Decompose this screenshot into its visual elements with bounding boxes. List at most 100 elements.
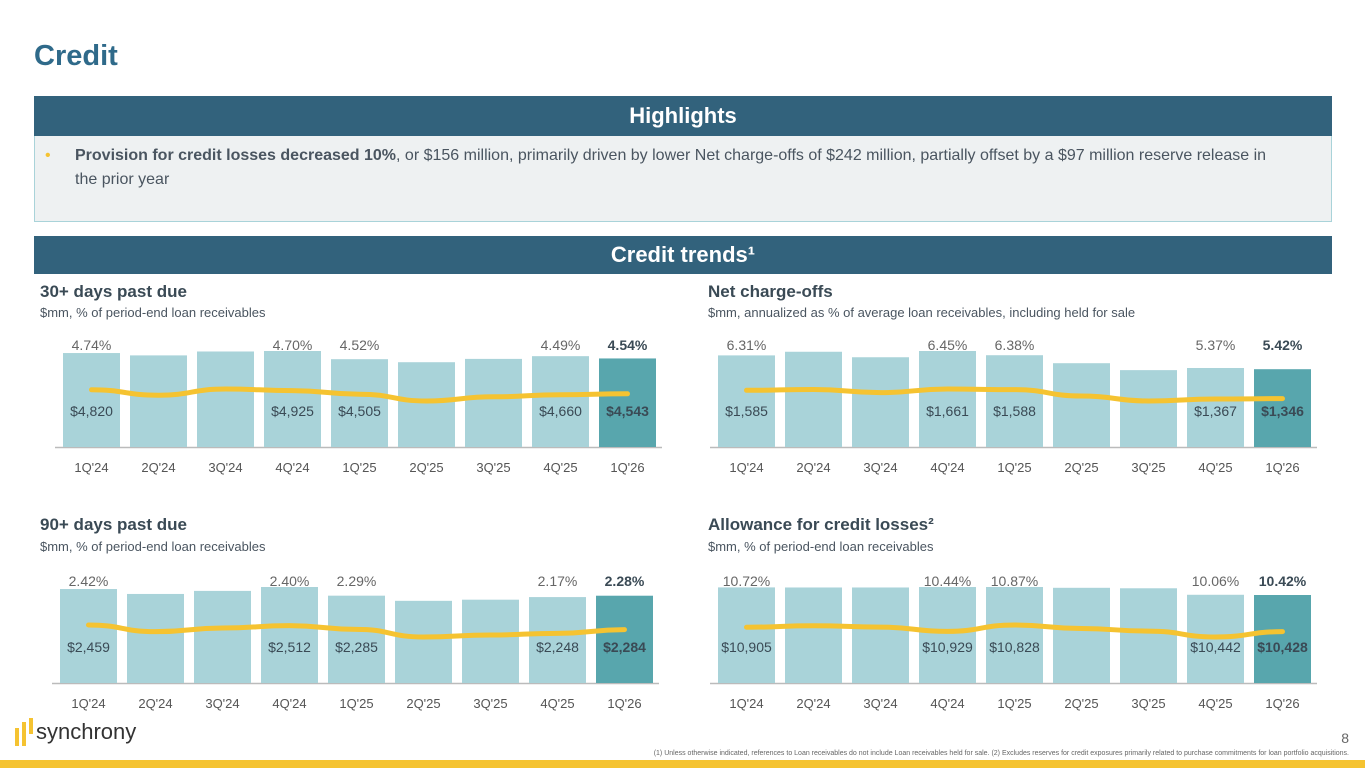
x-tick-label: 1Q'24 [729,460,763,475]
x-tick-label: 2Q'24 [138,696,172,711]
bar-3Q'25 [1120,370,1177,447]
x-tick-label: 3Q'25 [476,460,510,475]
bar-value-label: $4,925 [271,403,314,419]
rate-label: 2.28% [605,573,645,589]
bar-1Q'25 [986,355,1043,447]
bar-2Q'24 [127,593,184,683]
x-tick-label: 4Q'25 [1198,460,1232,475]
x-tick-label: 1Q'26 [607,696,641,711]
bar-value-label: $10,929 [922,639,973,655]
rate-line [89,386,630,404]
bar-value-label: $10,828 [989,639,1040,655]
page-title: Credit [34,40,118,72]
bar-value-label: $10,428 [1257,639,1308,655]
bar-value-label: $4,505 [338,403,381,419]
chart-title-nco: Net charge-offs [708,282,833,301]
highlights-box: • Provision for credit losses decreased … [34,136,1332,222]
bar-2Q'25 [398,362,455,447]
footnote: (1) Unless otherwise indicated, referenc… [653,750,1349,757]
bar-3Q'25 [1120,588,1177,683]
x-tick-label: 1Q'24 [74,460,108,475]
bar-1Q'25 [331,359,388,447]
x-tick-label: 2Q'25 [1064,460,1098,475]
rate-label: 4.74% [72,337,112,353]
bar-value-label: $1,585 [725,403,768,419]
chart-title-30dpd: 30+ days past due [40,282,187,301]
chart-title-90dpd: 90+ days past due [40,515,187,534]
bar-1Q'26 [599,358,656,447]
bar-1Q'25 [986,587,1043,683]
chart-title-allowance: Allowance for credit losses² [708,515,934,534]
rate-label: 6.31% [727,337,767,353]
highlights-heading: Highlights [34,96,1332,136]
x-tick-label: 1Q'25 [997,460,1031,475]
x-tick-label: 3Q'25 [1131,460,1165,475]
x-tick-label: 4Q'25 [1198,696,1232,711]
bar-3Q'24 [852,357,909,447]
bar-3Q'24 [852,587,909,683]
bar-value-label: $4,820 [70,403,113,419]
rate-line [744,386,1285,404]
rate-label: 10.87% [991,573,1038,589]
x-tick-label: 3Q'24 [208,460,242,475]
x-tick-label: 2Q'25 [1064,696,1098,711]
x-tick-label: 2Q'24 [796,460,830,475]
footer-bar [0,760,1365,768]
bar-value-label: $1,346 [1261,403,1304,419]
x-tick-label: 2Q'24 [796,696,830,711]
bar-value-label: $1,661 [926,403,969,419]
rate-label: 5.42% [1263,337,1303,353]
page-number: 8 [1341,730,1349,746]
rate-label: 4.54% [608,337,648,353]
logo-mark-icon [15,718,33,746]
chart-subtitle-90dpd: $mm, % of period-end loan receivables [40,539,266,554]
bar-value-label: $10,442 [1190,639,1241,655]
bar-2Q'25 [1053,587,1110,683]
highlight-bold: Provision for credit losses decreased 10… [75,147,397,164]
x-tick-label: 1Q'26 [1265,460,1299,475]
x-tick-label: 1Q'24 [71,696,105,711]
bar-1Q'24 [718,355,775,447]
bar-1Q'24 [60,589,117,683]
rate-label: 2.17% [538,573,578,589]
bar-3Q'25 [462,599,519,683]
rate-label: 2.42% [69,573,109,589]
bar-4Q'24 [919,587,976,683]
logo-text: synchrony [36,719,137,744]
bar-3Q'25 [465,358,522,447]
bar-4Q'25 [532,356,589,447]
rate-label: 4.70% [273,337,313,353]
bar-1Q'24 [63,353,120,447]
x-tick-label: 4Q'24 [930,696,964,711]
bar-2Q'24 [785,587,842,683]
x-tick-label: 4Q'25 [540,696,574,711]
rate-label: 4.49% [541,337,581,353]
x-tick-label: 2Q'25 [409,460,443,475]
rate-label: 6.45% [928,337,968,353]
bar-value-label: $2,512 [268,639,311,655]
bar-value-label: $2,459 [67,639,110,655]
bar-4Q'24 [261,587,318,683]
x-tick-label: 1Q'24 [729,696,763,711]
x-tick-label: 1Q'26 [1265,696,1299,711]
bar-value-label: $2,285 [335,639,378,655]
bar-value-label: $1,588 [993,403,1036,419]
x-tick-label: 3Q'25 [473,696,507,711]
x-tick-label: 4Q'25 [543,460,577,475]
x-tick-label: 1Q'26 [610,460,644,475]
rate-label: 5.37% [1196,337,1236,353]
bar-1Q'25 [328,595,385,683]
x-tick-label: 4Q'24 [272,696,306,711]
bar-4Q'25 [529,597,586,683]
bar-1Q'26 [596,595,653,683]
bar-value-label: $4,543 [606,403,649,419]
rate-line [86,622,627,640]
bar-2Q'25 [1053,363,1110,447]
bar-1Q'26 [1254,595,1311,683]
bar-2Q'25 [395,600,452,683]
x-tick-label: 2Q'24 [141,460,175,475]
x-tick-label: 1Q'25 [339,696,373,711]
x-tick-label: 4Q'24 [275,460,309,475]
bar-4Q'25 [1187,367,1244,447]
rate-label: 2.40% [270,573,310,589]
